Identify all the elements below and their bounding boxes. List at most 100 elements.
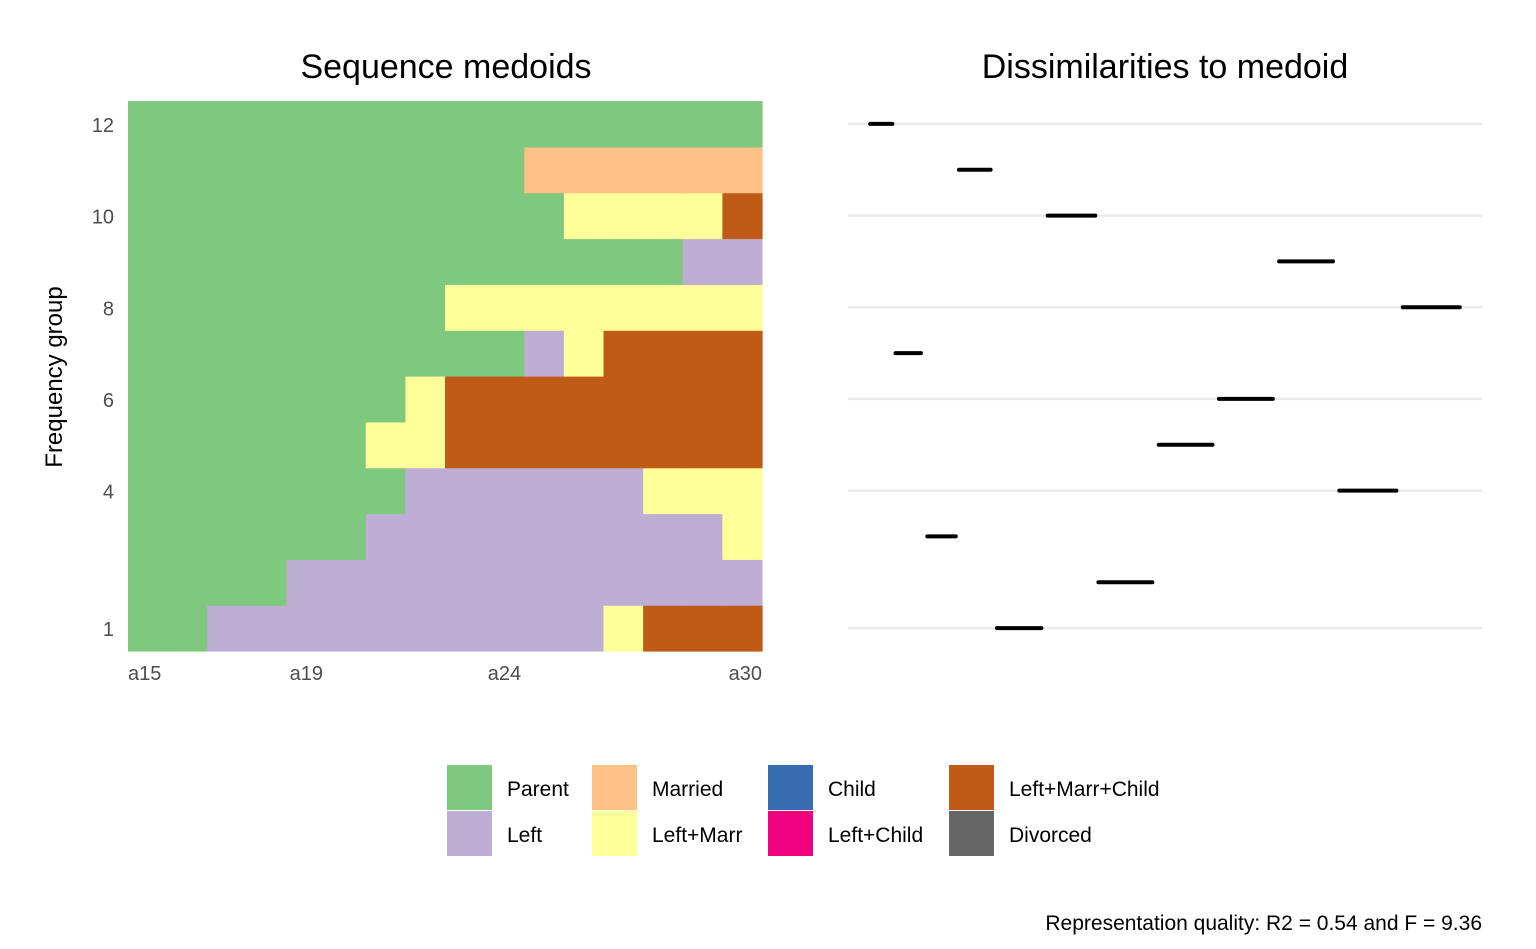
heatmap-cell <box>603 192 644 240</box>
heatmap-cell <box>445 421 486 469</box>
heatmap-cell <box>326 559 367 606</box>
heatmap-cell <box>563 192 605 240</box>
heatmap-cell <box>167 330 208 377</box>
heatmap-cell <box>405 421 446 469</box>
heatmap-cell <box>207 238 248 285</box>
y-tick-label: 12 <box>92 115 114 137</box>
heatmap-cell <box>326 192 367 240</box>
heatmap-cell <box>445 376 486 423</box>
heatmap-cell <box>365 192 406 240</box>
heatmap-cell <box>167 605 208 652</box>
heatmap-cell <box>643 192 684 240</box>
legend-label: Left+Marr+Child <box>1009 778 1160 801</box>
heatmap-cell <box>445 238 486 285</box>
heatmap-cell <box>563 330 605 377</box>
heatmap-cell <box>682 421 723 469</box>
heatmap-cell <box>286 467 327 515</box>
heatmap-cell <box>167 376 208 423</box>
heatmap-cell <box>365 376 406 423</box>
legend-label: Married <box>652 778 723 801</box>
y-tick-label: 4 <box>103 482 114 504</box>
heatmap-cell <box>722 330 763 377</box>
heatmap-cell <box>524 605 565 652</box>
heatmap-cell <box>326 376 367 423</box>
heatmap-cell <box>643 559 684 606</box>
heatmap-cell <box>405 513 446 560</box>
heatmap-cell <box>722 467 763 515</box>
heatmap-cell <box>643 467 684 515</box>
y-tick-labels: 1 4 6 8 10 12 <box>92 115 114 641</box>
heatmap-cell <box>286 559 327 606</box>
heatmap-cell <box>326 101 367 148</box>
heatmap-cell <box>128 238 169 285</box>
legend-key <box>447 765 492 810</box>
legend-label: Child <box>828 778 876 801</box>
heatmap-cell <box>326 238 367 285</box>
heatmap-cell <box>365 513 406 560</box>
heatmap-cell <box>722 559 763 606</box>
legend-key <box>768 811 813 856</box>
heatmap-cell <box>128 192 169 240</box>
legend-label: Parent <box>507 778 569 801</box>
heatmap-cell <box>682 467 723 515</box>
heatmap-cell <box>524 513 565 560</box>
heatmap-cell <box>682 376 723 423</box>
heatmap-cell <box>246 421 288 469</box>
heatmap-cell <box>405 376 446 423</box>
heatmap-cell <box>445 284 486 331</box>
heatmap-cell <box>167 467 208 515</box>
heatmap-cell <box>128 513 169 560</box>
heatmap-cell <box>682 238 723 285</box>
heatmap-cell <box>445 513 486 560</box>
heatmap-cell <box>365 101 406 148</box>
heatmap-cell <box>207 101 248 148</box>
heatmap-cell <box>722 101 763 148</box>
legend: Parent Left Married Left+Marr Child Left+Chil… <box>447 765 1160 856</box>
heatmap-cell <box>207 513 248 560</box>
heatmap-cell <box>682 330 723 377</box>
heatmap-cell <box>722 284 763 331</box>
heatmap-cell <box>445 101 486 148</box>
heatmap-cell <box>286 376 327 423</box>
heatmap-cell <box>722 376 763 423</box>
heatmap-cell <box>445 605 486 652</box>
legend-label: Left+Child <box>828 824 923 847</box>
heatmap-cell <box>643 376 684 423</box>
heatmap-cell <box>563 559 605 606</box>
heatmap-cell <box>643 421 684 469</box>
heatmap-cell <box>246 467 288 515</box>
heatmap-cell <box>484 376 525 423</box>
heatmap-cell <box>207 559 248 606</box>
heatmap-cell <box>643 101 684 148</box>
heatmap-cell <box>405 605 446 652</box>
heatmap-cell <box>524 467 565 515</box>
heatmap-cell <box>167 146 208 194</box>
heatmap-cell <box>128 146 169 194</box>
heatmap-cell <box>603 421 644 469</box>
y-tick-label: 8 <box>103 298 114 320</box>
heatmap-cell <box>128 605 169 652</box>
heatmap-cell <box>682 559 723 606</box>
heatmap-cell <box>167 284 208 331</box>
heatmap-cell <box>603 330 644 377</box>
x-tick-label: a15 <box>128 663 161 685</box>
x-tick-labels: a15 a19 a24 a30 <box>128 663 762 685</box>
legend-key <box>949 811 994 856</box>
y-tick-label: 10 <box>92 207 114 229</box>
heatmap-cell <box>603 559 644 606</box>
heatmap-cell <box>524 421 565 469</box>
heatmap-cell <box>682 101 723 148</box>
heatmap-cell <box>207 284 248 331</box>
heatmap-cell <box>484 513 525 560</box>
heatmap-cell <box>484 421 525 469</box>
heatmap-cell <box>207 192 248 240</box>
heatmap-cell <box>365 605 406 652</box>
heatmap-cell <box>286 605 327 652</box>
heatmap-cell <box>563 146 605 194</box>
heatmap-cell <box>246 376 288 423</box>
heatmap-cell <box>445 192 486 240</box>
heatmap-cell <box>603 605 644 652</box>
heatmap-cell <box>207 146 248 194</box>
heatmap-cell <box>246 513 288 560</box>
